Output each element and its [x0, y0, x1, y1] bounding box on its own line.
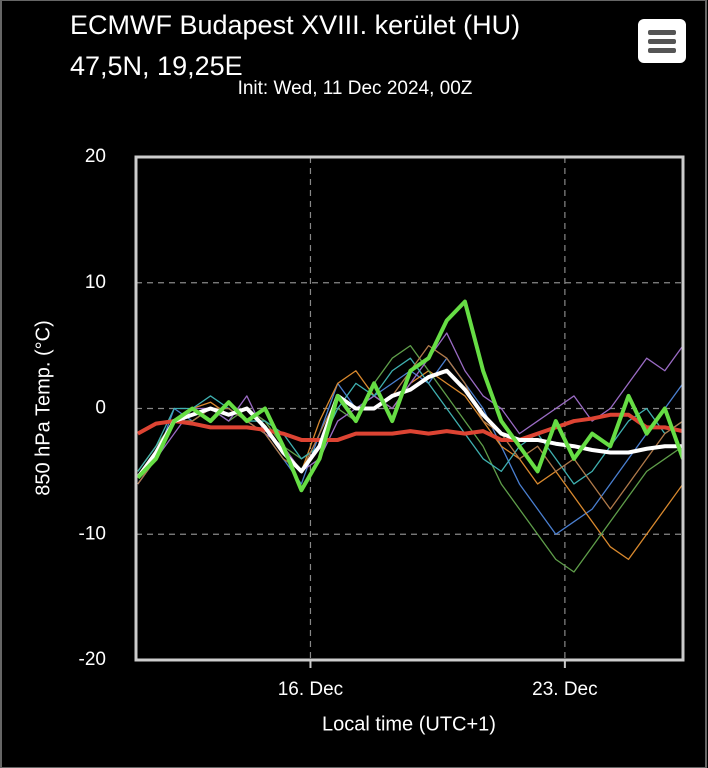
menu-icon-bar	[648, 30, 676, 35]
menu-button[interactable]	[638, 19, 686, 63]
series-line	[136, 368, 683, 479]
init-annotation: Init: Wed, 11 Dec 2024, 00Z	[238, 78, 473, 99]
y-tick-label: 10	[85, 272, 106, 293]
menu-icon-bar	[648, 48, 676, 53]
y-tick-label: 20	[85, 146, 106, 167]
y-tick-label: -20	[79, 649, 106, 670]
series-line	[136, 299, 683, 493]
chart-title: ECMWF Budapest XVIII. kerület (HU)	[70, 10, 520, 40]
plot-border	[134, 155, 685, 662]
y-tick-label: 0	[95, 398, 106, 419]
x-axis-label: Local time (UTC+1)	[322, 713, 496, 735]
x-tick-label: 16. Dec	[278, 679, 343, 700]
series-line	[136, 412, 683, 442]
y-tick-label: -10	[79, 523, 106, 544]
menu-icon-bar	[648, 39, 676, 44]
y-axis-label: 850 hPa Temp. (°C)	[32, 320, 54, 496]
series-line	[137, 332, 683, 485]
chart-subtitle: 47,5N, 19,25E	[70, 51, 243, 81]
x-tick-label: 23. Dec	[532, 679, 597, 700]
